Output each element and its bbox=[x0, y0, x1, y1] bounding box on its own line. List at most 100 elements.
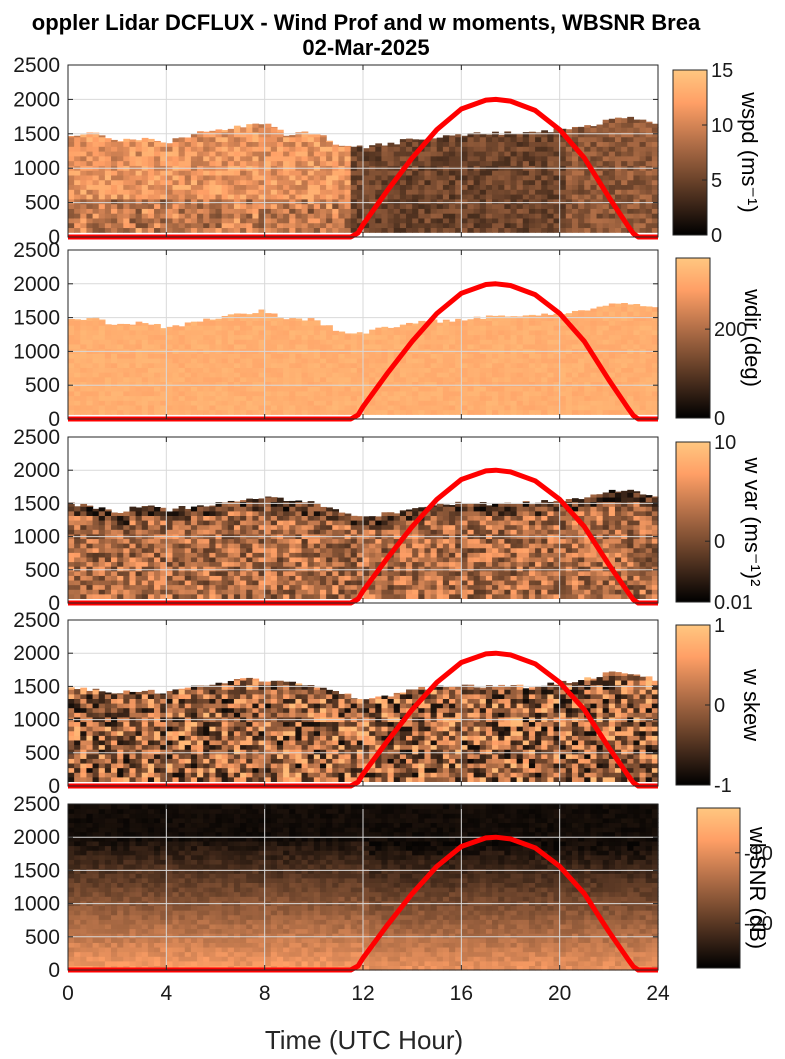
heatmap-cell bbox=[227, 520, 235, 526]
heatmap-cell bbox=[479, 339, 487, 345]
heatmap-cell bbox=[436, 208, 444, 214]
heatmap-cell bbox=[129, 520, 137, 526]
heatmap-cell bbox=[535, 400, 542, 406]
heatmap-cell bbox=[639, 306, 647, 312]
heatmap-cell bbox=[86, 353, 94, 359]
heatmap-cell bbox=[178, 404, 186, 411]
heatmap-cell bbox=[301, 334, 309, 340]
heatmap-cell bbox=[190, 339, 198, 345]
heatmap-cell bbox=[627, 362, 635, 368]
heatmap-cell bbox=[197, 376, 204, 383]
heatmap-cell bbox=[412, 353, 419, 359]
heatmap-cell bbox=[197, 575, 204, 581]
heatmap-cell bbox=[541, 222, 548, 229]
heatmap-cell bbox=[498, 136, 505, 143]
heatmap-cell bbox=[381, 184, 389, 190]
heatmap-cell bbox=[184, 213, 192, 219]
heatmap-cell bbox=[123, 141, 131, 147]
heatmap-cell bbox=[528, 390, 536, 397]
heatmap-cell bbox=[479, 136, 487, 143]
heatmap-cell bbox=[135, 353, 143, 359]
heatmap-cell bbox=[522, 136, 530, 143]
heatmap-cell bbox=[283, 386, 290, 392]
heatmap-cell bbox=[399, 139, 407, 143]
heatmap-cell bbox=[307, 198, 315, 205]
heatmap-cell bbox=[553, 222, 561, 229]
heatmap-cell bbox=[369, 343, 376, 350]
heatmap-cell bbox=[319, 367, 327, 373]
heatmap-cell bbox=[584, 310, 591, 312]
heatmap-cell bbox=[467, 151, 475, 157]
heatmap-cell bbox=[535, 353, 542, 359]
heatmap-cell bbox=[74, 570, 81, 576]
heatmap-cell bbox=[98, 566, 106, 572]
heatmap-cell bbox=[301, 381, 309, 387]
heatmap-cell bbox=[510, 372, 518, 378]
heatmap-cell bbox=[602, 170, 610, 176]
heatmap-cell bbox=[381, 381, 389, 387]
heatmap-cell bbox=[350, 155, 358, 162]
heatmap-cell bbox=[80, 503, 88, 507]
heatmap-cell bbox=[80, 510, 88, 516]
heatmap-cell bbox=[307, 339, 315, 345]
heatmap-cell bbox=[590, 141, 598, 147]
heatmap-cell bbox=[516, 400, 524, 406]
heatmap-cell bbox=[326, 343, 333, 350]
heatmap-cell bbox=[455, 184, 462, 190]
heatmap-cell bbox=[270, 372, 278, 378]
heatmap-cell bbox=[197, 404, 204, 411]
heatmap-cell bbox=[270, 390, 278, 397]
heatmap-cell bbox=[381, 339, 389, 345]
heatmap-cell bbox=[485, 203, 493, 209]
heatmap-cell bbox=[406, 141, 413, 147]
heatmap-cell bbox=[393, 376, 401, 383]
heatmap-cell bbox=[166, 552, 174, 558]
heatmap-cell bbox=[338, 203, 346, 209]
heatmap-cell bbox=[639, 222, 647, 229]
heatmap-cell bbox=[283, 566, 290, 572]
heatmap-cell bbox=[270, 353, 278, 359]
heatmap-cell bbox=[399, 409, 407, 415]
heatmap-cell bbox=[516, 409, 524, 415]
heatmap-cell bbox=[98, 561, 106, 567]
heatmap-cell bbox=[86, 213, 94, 219]
heatmap-cell bbox=[393, 144, 401, 147]
heatmap-cell bbox=[264, 547, 272, 553]
heatmap-cell bbox=[467, 334, 475, 340]
heatmap-cell bbox=[621, 122, 628, 128]
heatmap-cell bbox=[264, 579, 272, 586]
heatmap-cell bbox=[80, 325, 88, 331]
colorbar-label: wdir (deg) bbox=[740, 288, 765, 387]
heatmap-cell bbox=[74, 561, 81, 567]
heatmap-cell bbox=[240, 198, 247, 205]
heatmap-cell bbox=[295, 395, 303, 401]
heatmap-cell bbox=[461, 170, 469, 176]
heatmap-cell bbox=[135, 325, 143, 331]
heatmap-cell bbox=[227, 141, 235, 147]
heatmap-cell bbox=[104, 357, 112, 364]
heatmap-cell bbox=[301, 141, 309, 147]
heatmap-cell bbox=[319, 194, 327, 200]
heatmap-cell bbox=[578, 376, 585, 383]
heatmap-cell bbox=[301, 584, 309, 590]
heatmap-cell bbox=[326, 208, 333, 214]
heatmap-cell bbox=[160, 208, 167, 214]
heatmap-cell bbox=[319, 146, 327, 152]
heatmap-cell bbox=[295, 575, 303, 581]
heatmap-cell bbox=[479, 198, 487, 205]
heatmap-cell bbox=[209, 141, 217, 147]
heatmap-cell bbox=[123, 395, 131, 401]
heatmap-cell bbox=[197, 584, 204, 590]
heatmap-cell bbox=[424, 395, 432, 401]
heatmap-cell bbox=[332, 339, 340, 345]
heatmap-cell bbox=[442, 325, 450, 331]
heatmap-cell bbox=[393, 400, 401, 406]
heatmap-cell bbox=[436, 198, 444, 205]
heatmap-cell bbox=[166, 561, 174, 567]
heatmap-cell bbox=[203, 362, 210, 368]
heatmap-cell bbox=[479, 353, 487, 359]
heatmap-cell bbox=[645, 400, 653, 406]
heatmap-cell bbox=[633, 325, 641, 331]
heatmap-cell bbox=[104, 538, 112, 544]
heatmap-cell bbox=[129, 146, 137, 152]
